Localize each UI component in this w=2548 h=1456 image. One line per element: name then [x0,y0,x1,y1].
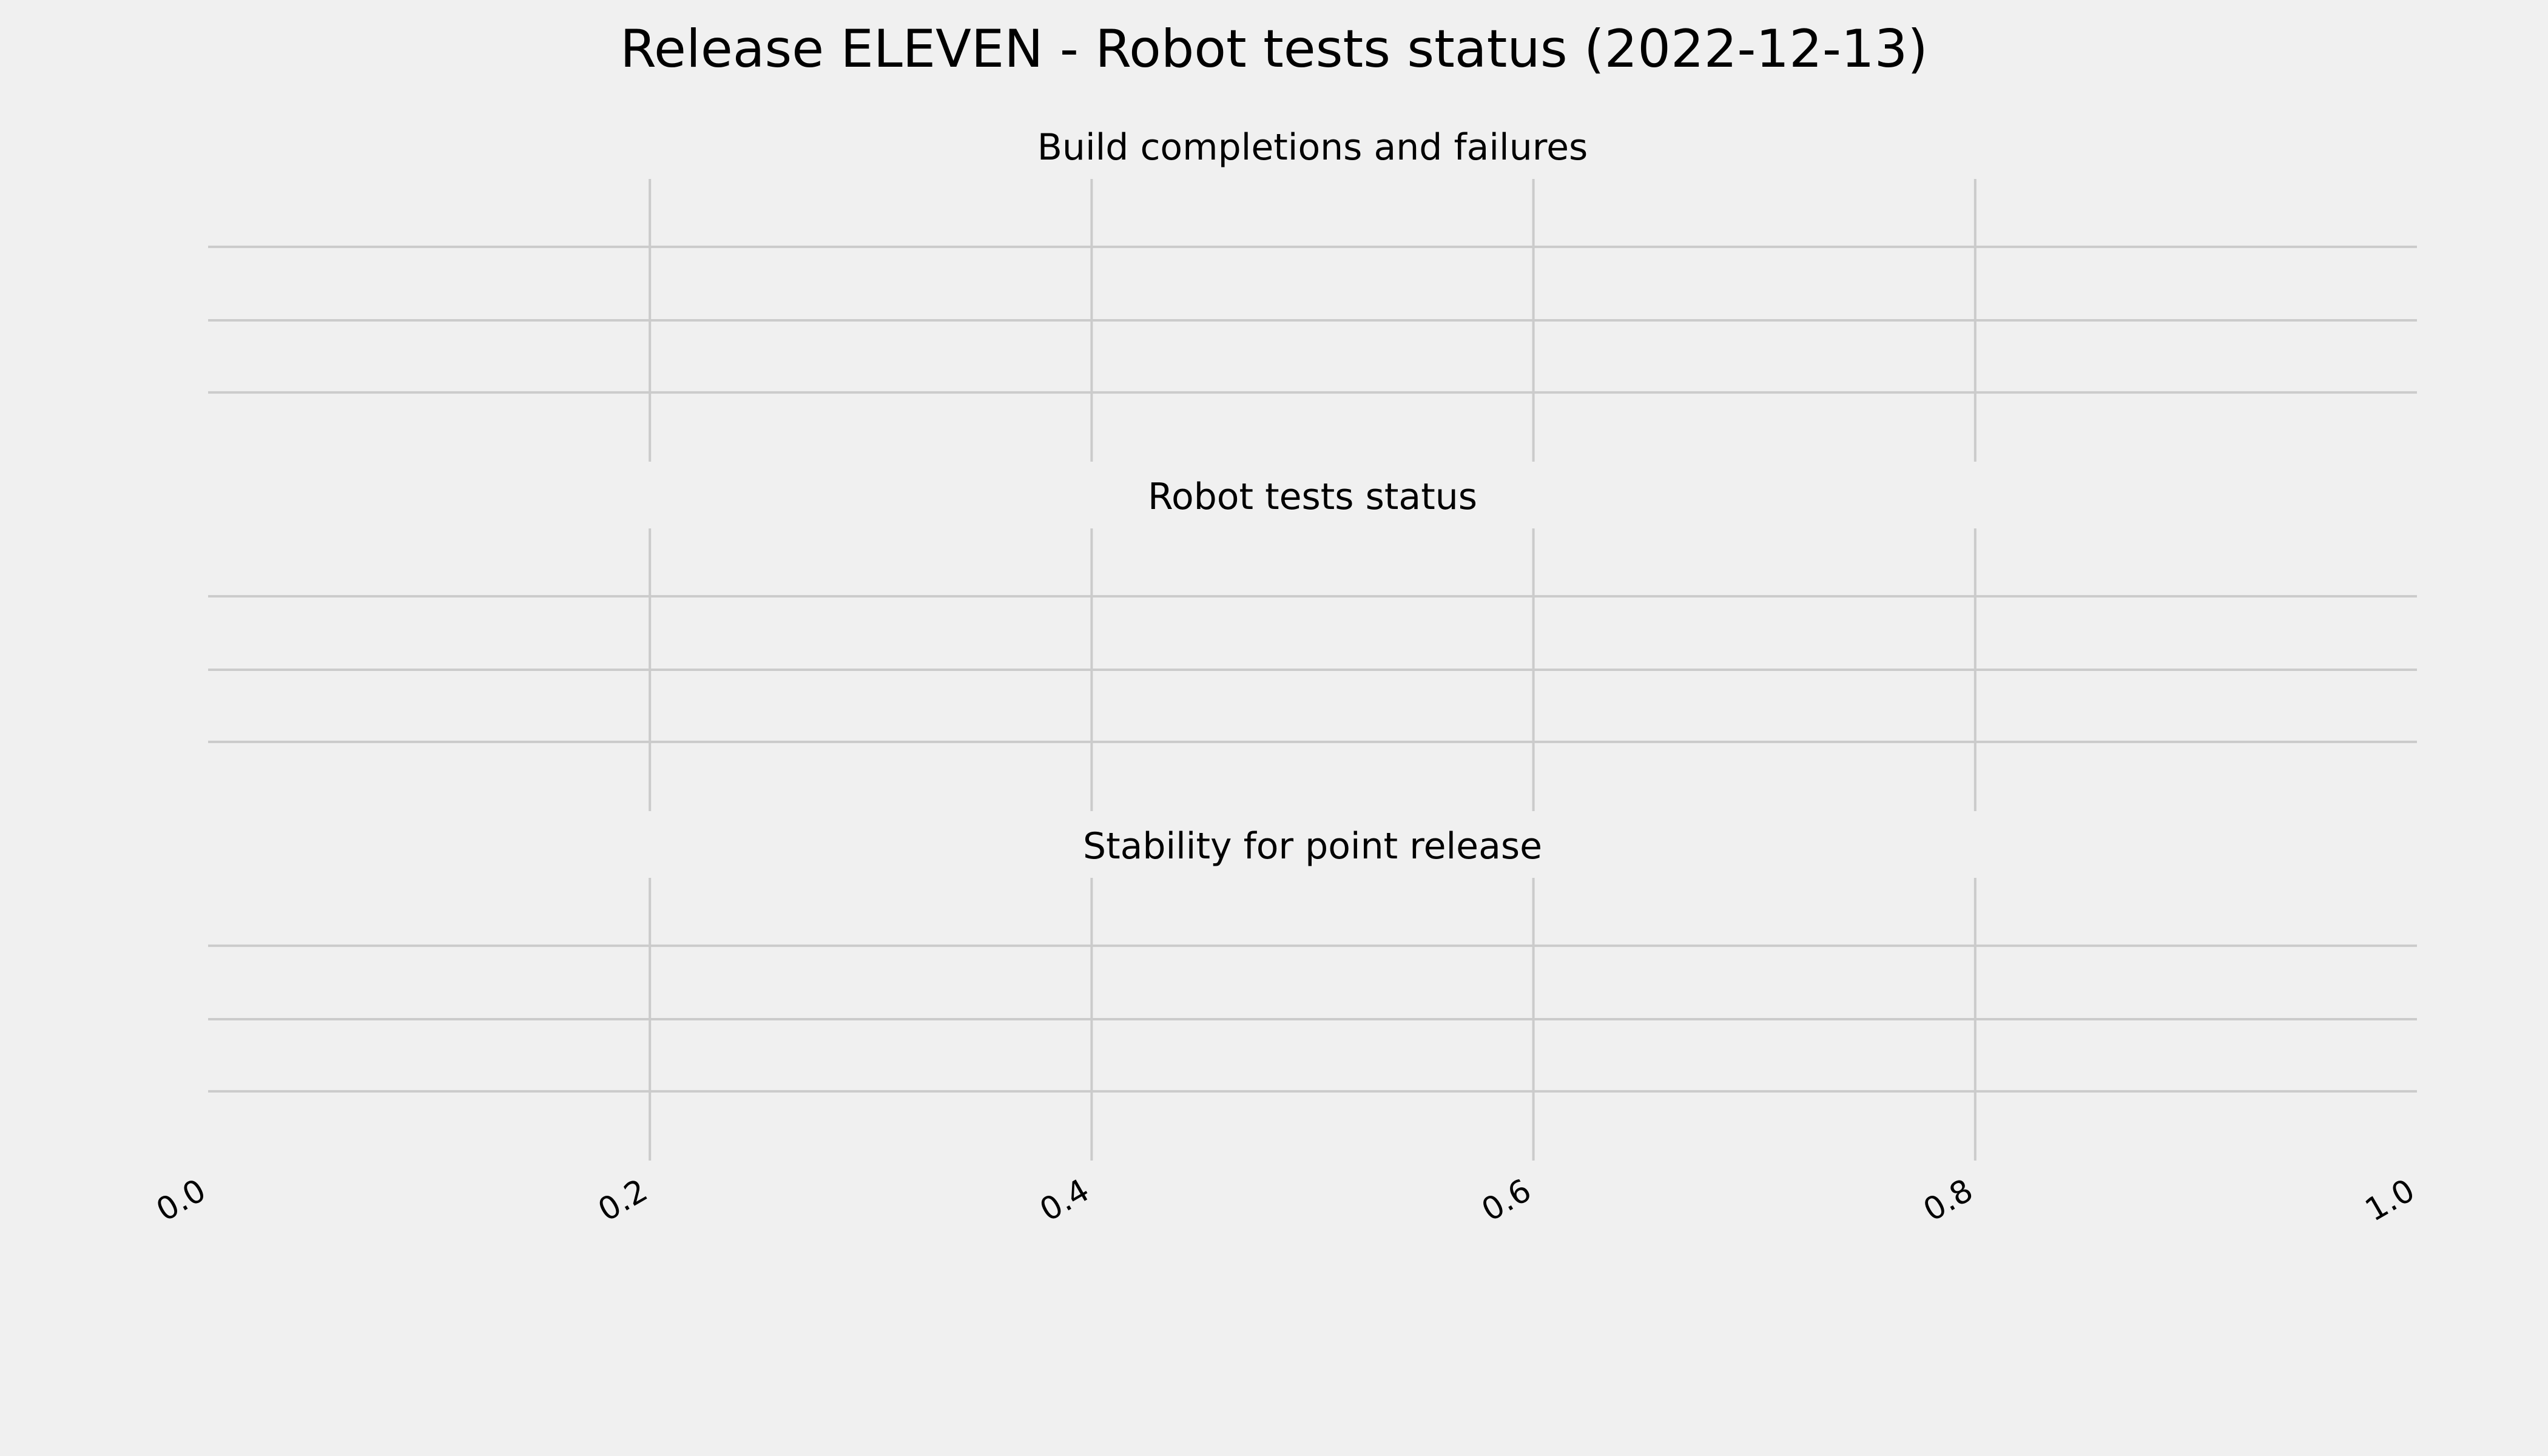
subplot-title: Build completions and failures [1037,126,1588,169]
subplot-1: Build completions and failures [208,126,2417,462]
subplot-2: Robot tests status [208,476,2417,811]
figure-title: Release ELEVEN - Robot tests status (202… [620,19,1928,79]
subplot-3: Stability for point release [208,825,2417,1161]
subplot-title: Stability for point release [1083,825,1542,868]
subplot-title: Robot tests status [1148,476,1477,518]
